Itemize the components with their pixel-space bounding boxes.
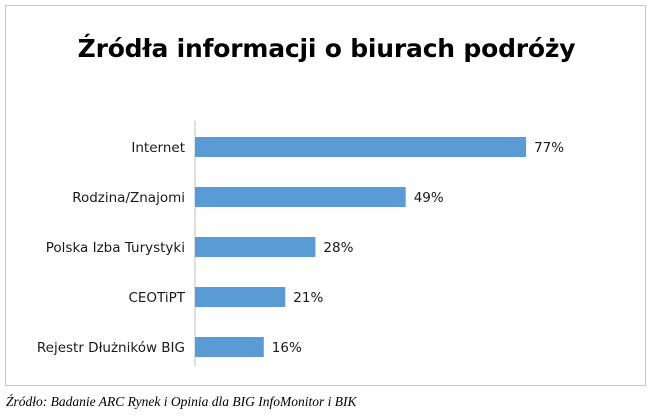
chart-title: Źródła informacji o biurach podróży (77, 34, 576, 63)
category-label: Rejestr Dłużników BIG (37, 340, 185, 356)
bar (195, 137, 527, 157)
value-label: 28% (323, 240, 353, 256)
chart-frame: Źródła informacji o biurach podróży Inte… (5, 5, 646, 386)
source-note: Źródło: Badanie ARC Rynek i Opinia dla B… (6, 394, 357, 409)
bar (195, 337, 264, 357)
bar-chart-plot: Internet 77% Rodzina/Znajomi 49% Polska Izba… (37, 121, 564, 366)
value-label: 16% (272, 340, 302, 356)
value-label: 77% (534, 140, 564, 156)
bars-group: Internet 77% Rodzina/Znajomi 49% Polska Izba… (37, 137, 564, 357)
category-label: Internet (131, 140, 185, 156)
bar (195, 187, 406, 207)
bar (195, 237, 316, 257)
bar (195, 287, 286, 307)
category-label: CEOTiPT (128, 290, 185, 306)
category-label: Polska Izba Turystyki (46, 240, 185, 256)
value-label: 21% (293, 290, 323, 306)
category-label: Rodzina/Znajomi (72, 190, 185, 206)
value-label: 49% (414, 190, 444, 206)
